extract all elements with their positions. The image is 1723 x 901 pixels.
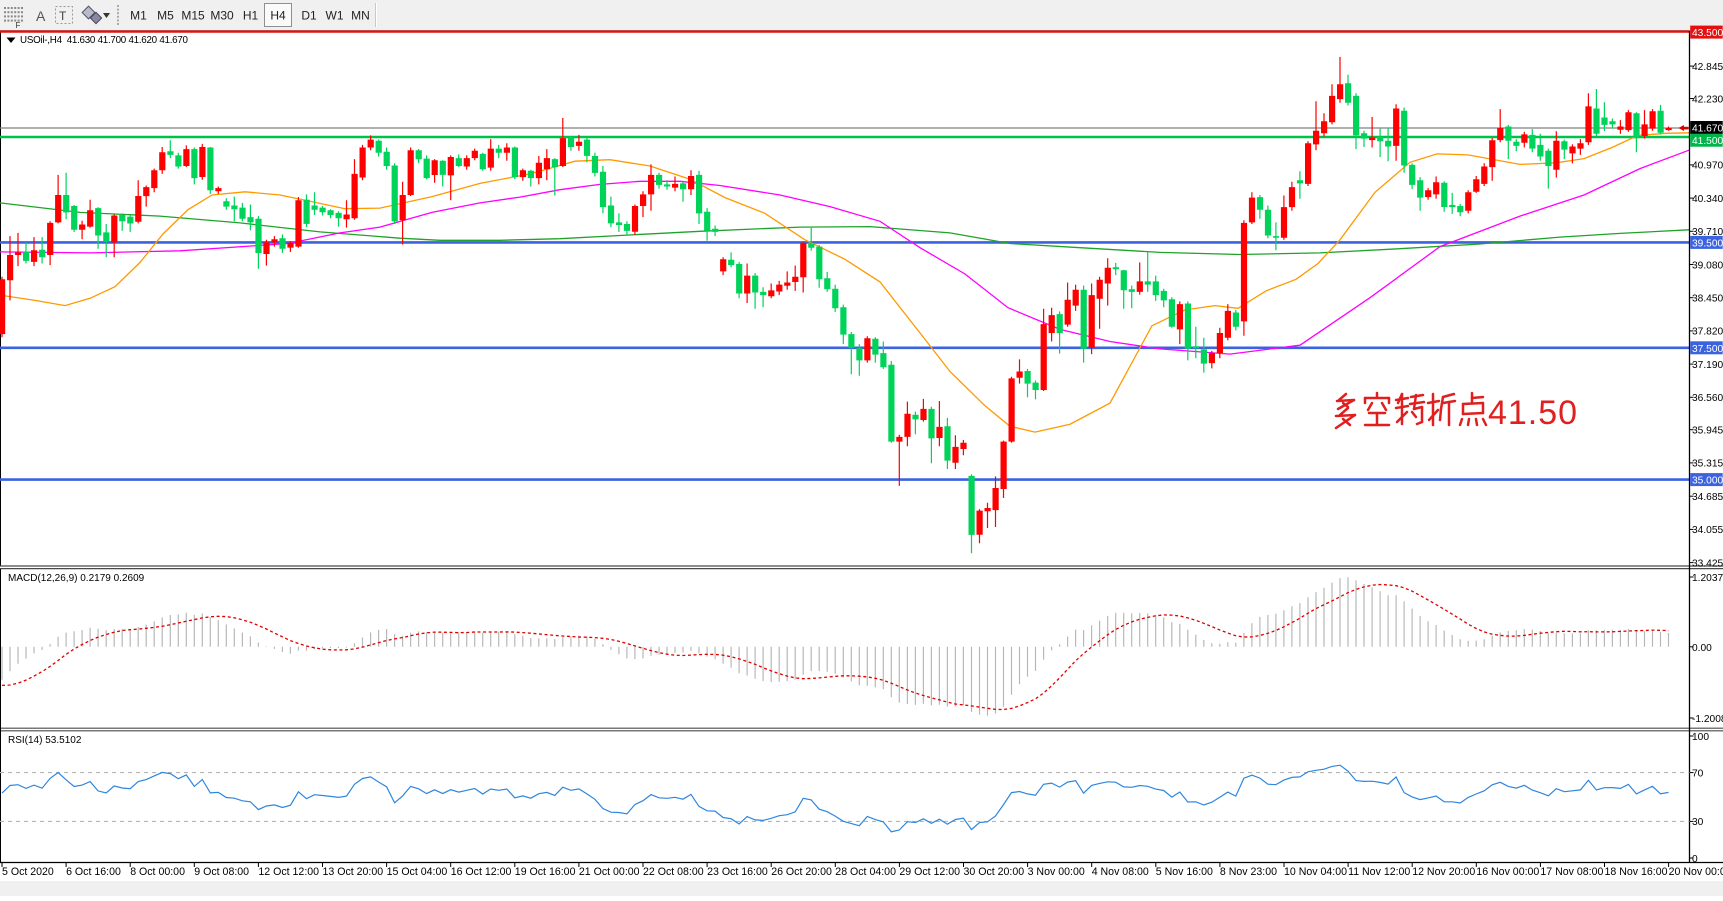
svg-text:D1: D1 — [301, 9, 317, 23]
svg-text:38.450: 38.450 — [1692, 294, 1723, 305]
svg-text:18 Nov 16:00: 18 Nov 16:00 — [1605, 866, 1668, 878]
svg-text:M5: M5 — [157, 9, 174, 23]
svg-text:M30: M30 — [210, 9, 234, 23]
svg-text:W1: W1 — [326, 9, 344, 23]
svg-text:11 Nov 12:00: 11 Nov 12:00 — [1348, 866, 1410, 878]
svg-text:5 Nov 16:00: 5 Nov 16:00 — [1156, 866, 1213, 878]
svg-text:100: 100 — [1692, 732, 1709, 743]
svg-text:4 Nov 08:00: 4 Nov 08:00 — [1092, 866, 1149, 878]
svg-text:35.000: 35.000 — [1692, 476, 1723, 487]
svg-text:16 Oct 12:00: 16 Oct 12:00 — [451, 866, 512, 878]
svg-text:39.080: 39.080 — [1692, 260, 1723, 271]
svg-text:39.710: 39.710 — [1692, 227, 1723, 238]
svg-text:M15: M15 — [181, 9, 205, 23]
svg-text:34.055: 34.055 — [1692, 525, 1723, 536]
svg-text:A: A — [36, 8, 46, 24]
svg-text:37.190: 37.190 — [1692, 360, 1723, 371]
svg-text:20 Nov 00:00: 20 Nov 00:00 — [1669, 866, 1723, 878]
svg-text:13 Oct 20:00: 13 Oct 20:00 — [323, 866, 384, 878]
svg-text:30: 30 — [1692, 817, 1704, 828]
svg-text:41.670: 41.670 — [1692, 124, 1723, 135]
svg-text:1.2037: 1.2037 — [1692, 573, 1723, 584]
svg-text:15 Oct 04:00: 15 Oct 04:00 — [387, 866, 448, 878]
svg-text:28 Oct 04:00: 28 Oct 04:00 — [835, 866, 896, 878]
svg-text:19 Oct 16:00: 19 Oct 16:00 — [515, 866, 576, 878]
svg-text:37.820: 37.820 — [1692, 327, 1723, 338]
svg-text:9 Oct 08:00: 9 Oct 08:00 — [194, 866, 249, 878]
svg-text:40.970: 40.970 — [1692, 161, 1723, 172]
svg-text:36.560: 36.560 — [1692, 393, 1723, 404]
svg-text:M1: M1 — [130, 9, 147, 23]
svg-text:10 Nov 04:00: 10 Nov 04:00 — [1284, 866, 1347, 878]
svg-text:MACD(12,26,9) 0.2179 0.2609: MACD(12,26,9) 0.2179 0.2609 — [8, 573, 145, 584]
svg-text:30 Oct 20:00: 30 Oct 20:00 — [964, 866, 1025, 878]
svg-text:8 Oct 00:00: 8 Oct 00:00 — [130, 866, 185, 878]
svg-text:3 Nov 00:00: 3 Nov 00:00 — [1028, 866, 1085, 878]
svg-text:12 Nov 20:00: 12 Nov 20:00 — [1412, 866, 1475, 878]
svg-text:5 Oct 2020: 5 Oct 2020 — [2, 866, 54, 878]
svg-text:16 Nov 00:00: 16 Nov 00:00 — [1476, 866, 1539, 878]
svg-text:35.945: 35.945 — [1692, 426, 1723, 437]
svg-text:-1.2008: -1.2008 — [1692, 714, 1723, 725]
svg-text:40.340: 40.340 — [1692, 194, 1723, 205]
svg-text:21 Oct 00:00: 21 Oct 00:00 — [579, 866, 640, 878]
svg-text:MN: MN — [351, 9, 370, 23]
svg-text:F: F — [16, 21, 21, 30]
svg-text:37.500: 37.500 — [1692, 344, 1723, 355]
svg-text:6 Oct 16:00: 6 Oct 16:00 — [66, 866, 121, 878]
svg-text:23 Oct 16:00: 23 Oct 16:00 — [707, 866, 768, 878]
svg-text:35.315: 35.315 — [1692, 459, 1723, 470]
svg-text:29 Oct 12:00: 29 Oct 12:00 — [899, 866, 960, 878]
svg-text:43.500: 43.500 — [1692, 28, 1723, 39]
svg-text:0.00: 0.00 — [1692, 643, 1712, 654]
svg-text:42.230: 42.230 — [1692, 94, 1723, 105]
svg-text:8 Nov 23:00: 8 Nov 23:00 — [1220, 866, 1277, 878]
svg-text:34.685: 34.685 — [1692, 492, 1723, 503]
svg-text:22 Oct 08:00: 22 Oct 08:00 — [643, 866, 704, 878]
svg-text:26 Oct 20:00: 26 Oct 20:00 — [771, 866, 832, 878]
svg-text:39.500: 39.500 — [1692, 238, 1723, 249]
svg-text:0: 0 — [1692, 854, 1698, 865]
svg-text:42.845: 42.845 — [1692, 62, 1723, 73]
svg-text:12 Oct 12:00: 12 Oct 12:00 — [258, 866, 319, 878]
svg-text:41.500: 41.500 — [1692, 136, 1723, 147]
svg-text:USOil-,H4 41.630 41.700 41.62: USOil-,H4 41.630 41.700 41.620 41.670 — [20, 35, 189, 46]
svg-text:RSI(14) 53.5102: RSI(14) 53.5102 — [8, 735, 82, 746]
svg-text:41.50: 41.50 — [1488, 394, 1577, 432]
svg-text:T: T — [59, 9, 67, 23]
svg-text:17 Nov 08:00: 17 Nov 08:00 — [1540, 866, 1603, 878]
svg-text:33.425: 33.425 — [1692, 558, 1723, 569]
svg-text:H1: H1 — [243, 9, 259, 23]
svg-text:H4: H4 — [270, 9, 286, 23]
svg-text:70: 70 — [1692, 768, 1704, 779]
